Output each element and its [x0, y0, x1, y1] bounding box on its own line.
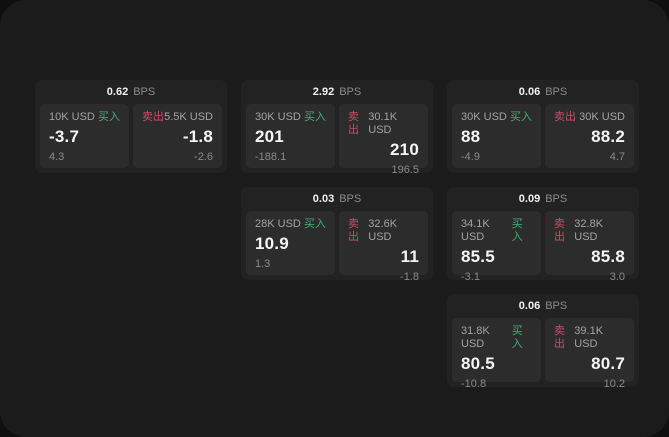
sell-tag: 卖出: [554, 218, 565, 243]
buy-price: -3.7: [49, 127, 80, 146]
sell-sub-value: 3.0: [609, 271, 625, 283]
buy-sub-value: 1.3: [255, 258, 271, 270]
bps-unit-label: BPS: [339, 193, 362, 205]
bps-header: 0.03 BPS: [241, 187, 433, 211]
buy-price: 80.5: [461, 354, 495, 373]
buy-panel[interactable]: 34.1K USD 买入 85.5 -3.1: [452, 211, 541, 283]
bps-value: 0.06: [518, 300, 541, 312]
buy-panel[interactable]: 31.8K USD 买入 80.5 -10.8: [452, 318, 541, 390]
buy-panel[interactable]: 30K USD 买入 201 -188.1: [246, 104, 335, 168]
quote-card: 0.09 BPS 34.1K USD 买入 85.5 -3.1 卖出 32.8K…: [447, 187, 639, 283]
buy-tag: 买入: [511, 218, 523, 243]
sell-notional: 30K USD: [579, 111, 625, 123]
quote-card: 2.92 BPS 30K USD 买入 201 -188.1 卖出 30.1K …: [241, 80, 433, 176]
bps-value: 0.09: [518, 193, 541, 205]
buy-sub-value: -188.1: [255, 151, 287, 163]
bps-value: 0.62: [106, 86, 129, 98]
bps-unit-label: BPS: [545, 86, 568, 98]
buy-sub-value: -10.8: [461, 378, 487, 390]
bps-unit-label: BPS: [133, 86, 156, 98]
buy-tag: 买入: [98, 111, 120, 123]
sell-price: 210: [390, 140, 419, 159]
buy-price: 85.5: [461, 247, 495, 266]
sell-tag: 卖出: [348, 111, 359, 136]
bps-unit-label: BPS: [339, 86, 362, 98]
buy-notional: 31.8K USD: [461, 325, 490, 350]
buy-price: 201: [255, 127, 284, 146]
buy-tag: 买入: [511, 325, 523, 350]
bps-value: 0.06: [518, 86, 541, 98]
sell-price: 88.2: [591, 127, 625, 146]
buy-tag: 买入: [304, 218, 326, 230]
sell-panel[interactable]: 卖出 32.8K USD 85.8 3.0: [545, 211, 634, 283]
buy-notional: 34.1K USD: [461, 218, 490, 243]
bps-header: 0.62 BPS: [35, 80, 227, 104]
buy-price: 10.9: [255, 234, 289, 253]
buy-price: 88: [461, 127, 481, 146]
buy-notional: 28K USD: [255, 218, 301, 230]
sell-notional: 39.1K USD: [574, 325, 604, 350]
sell-notional: 5.5K USD: [164, 111, 213, 123]
sell-sub-value: 196.5: [391, 164, 419, 176]
sell-tag: 卖出: [142, 111, 164, 123]
sell-tag: 卖出: [348, 218, 359, 243]
sell-price: 80.7: [591, 354, 625, 373]
buy-notional: 30K USD: [255, 111, 301, 123]
sell-sub-value: -1.8: [400, 271, 419, 283]
sell-price: 85.8: [591, 247, 625, 266]
buy-sub-value: -3.1: [461, 271, 480, 283]
bps-unit-label: BPS: [545, 193, 568, 205]
bps-value: 0.03: [312, 193, 335, 205]
buy-sub-value: -4.9: [461, 151, 480, 163]
sell-panel[interactable]: 卖出 30.1K USD 210 196.5: [339, 104, 428, 176]
buy-notional: 10K USD: [49, 111, 95, 123]
sell-panel[interactable]: 卖出 39.1K USD 80.7 10.2: [545, 318, 634, 390]
bps-unit-label: BPS: [545, 300, 568, 312]
buy-tag: 买入: [304, 111, 326, 123]
bps-header: 0.06 BPS: [447, 294, 639, 318]
sell-tag: 卖出: [554, 325, 565, 350]
sell-sub-value: 10.2: [603, 378, 625, 390]
buy-notional: 30K USD: [461, 111, 507, 123]
quote-card: 0.03 BPS 28K USD 买入 10.9 1.3 卖出 32.6K US…: [241, 187, 433, 283]
sell-panel[interactable]: 卖出 5.5K USD -1.8 -2.6: [133, 104, 222, 168]
sell-sub-value: 4.7: [609, 151, 625, 163]
sell-sub-value: -2.6: [194, 151, 213, 163]
quote-card: 0.06 BPS 31.8K USD 买入 80.5 -10.8 卖出 39.1…: [447, 294, 639, 390]
sell-notional: 32.8K USD: [574, 218, 604, 243]
buy-panel[interactable]: 30K USD 买入 88 -4.9: [452, 104, 541, 168]
sell-notional: 30.1K USD: [368, 111, 398, 136]
sell-notional: 32.6K USD: [368, 218, 398, 243]
sell-price: 11: [400, 247, 419, 266]
buy-panel[interactable]: 10K USD 买入 -3.7 4.3: [40, 104, 129, 168]
sell-price: -1.8: [182, 127, 213, 146]
buy-tag: 买入: [510, 111, 532, 123]
sell-tag: 卖出: [554, 111, 576, 123]
quote-card: 0.62 BPS 10K USD 买入 -3.7 4.3 卖出 5.5K USD…: [35, 80, 227, 173]
bps-header: 0.06 BPS: [447, 80, 639, 104]
sell-panel[interactable]: 卖出 30K USD 88.2 4.7: [545, 104, 634, 168]
bps-value: 2.92: [312, 86, 335, 98]
bps-header: 2.92 BPS: [241, 80, 433, 104]
sell-panel[interactable]: 卖出 32.6K USD 11 -1.8: [339, 211, 428, 283]
buy-panel[interactable]: 28K USD 买入 10.9 1.3: [246, 211, 335, 275]
quote-card: 0.06 BPS 30K USD 买入 88 -4.9 卖出 30K USD 8…: [447, 80, 639, 173]
bps-header: 0.09 BPS: [447, 187, 639, 211]
buy-sub-value: 4.3: [49, 151, 65, 163]
